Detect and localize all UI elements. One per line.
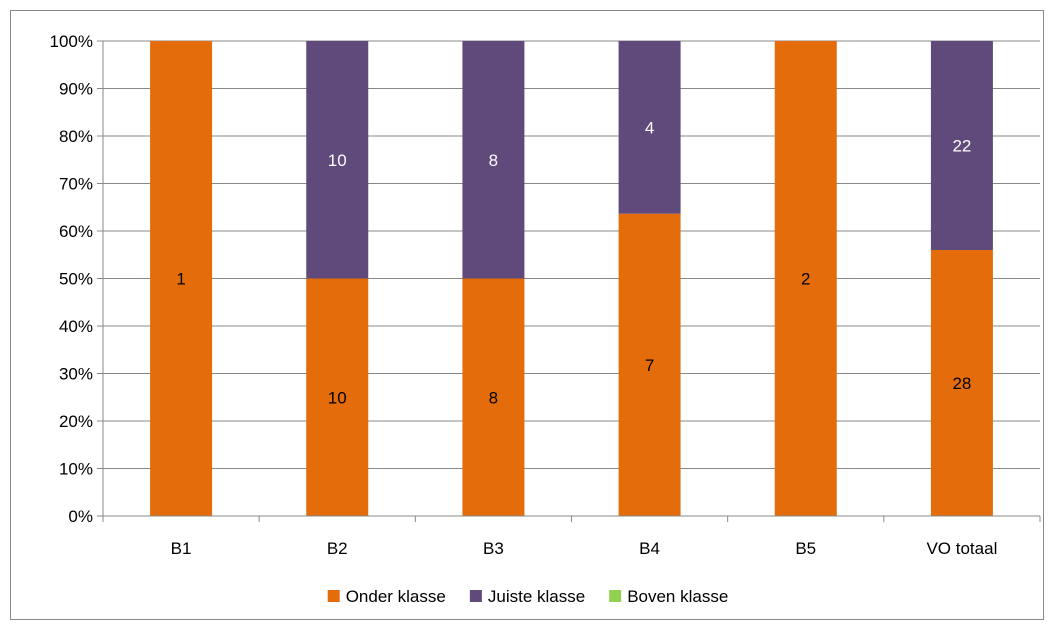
bar-segment (774, 41, 837, 516)
axes: 0% 10% 20% 30% 40% 50% 60% 70% 80% 90% 100% B1 B2 B3 B… (50, 32, 1041, 558)
y-tick-label: 60% (59, 222, 93, 241)
bar-segment (150, 41, 213, 516)
data-labels: 1 10 10 8 8 7 4 2 28 22 (176, 118, 971, 407)
data-label: 2 (801, 270, 810, 289)
legend-swatch (327, 590, 340, 602)
data-label: 22 (952, 137, 971, 156)
data-label: 8 (489, 388, 498, 407)
legend-label: Onder klasse (346, 587, 446, 606)
data-label: 28 (952, 374, 971, 393)
legend: Onder klasse Juiste klasse Boven klasse (327, 587, 728, 606)
x-tick-label: B4 (639, 539, 660, 558)
data-label: 1 (176, 270, 185, 289)
data-label: 4 (645, 118, 654, 137)
x-tick-label: VO totaal (926, 539, 997, 558)
y-tick-label: 50% (59, 270, 93, 289)
legend-swatch (609, 590, 622, 602)
y-tick-label: 40% (59, 317, 93, 336)
bar-segment (930, 41, 993, 250)
x-tick-label: B2 (327, 539, 348, 558)
data-label: 8 (489, 151, 498, 170)
legend-label: Boven klasse (627, 587, 728, 606)
y-tick-label: 30% (59, 365, 93, 384)
gridlines (103, 40, 1040, 469)
bar-segment (462, 41, 525, 279)
bars (150, 41, 993, 516)
x-tick-label: B5 (795, 539, 816, 558)
bar-segment (306, 278, 369, 516)
legend-swatch (469, 590, 482, 602)
x-tick-label: B1 (171, 539, 192, 558)
bar-segment (618, 41, 681, 214)
y-tick-label: 20% (59, 412, 93, 431)
bar-segment (930, 250, 993, 516)
data-label: 10 (328, 388, 347, 407)
data-label: 7 (645, 356, 654, 375)
y-tick-label: 10% (59, 460, 93, 479)
bar-segment (306, 41, 369, 279)
bar-segment (462, 278, 525, 516)
y-tick-label: 80% (59, 127, 93, 146)
y-tick-label: 0% (68, 507, 93, 526)
y-tick-label: 70% (59, 175, 93, 194)
y-tick-label: 100% (50, 32, 93, 51)
bar-segment (618, 213, 681, 516)
x-tick-label: B3 (483, 539, 504, 558)
data-label: 10 (328, 151, 347, 170)
y-tick-label: 90% (59, 80, 93, 99)
legend-label: Juiste klasse (488, 587, 585, 606)
